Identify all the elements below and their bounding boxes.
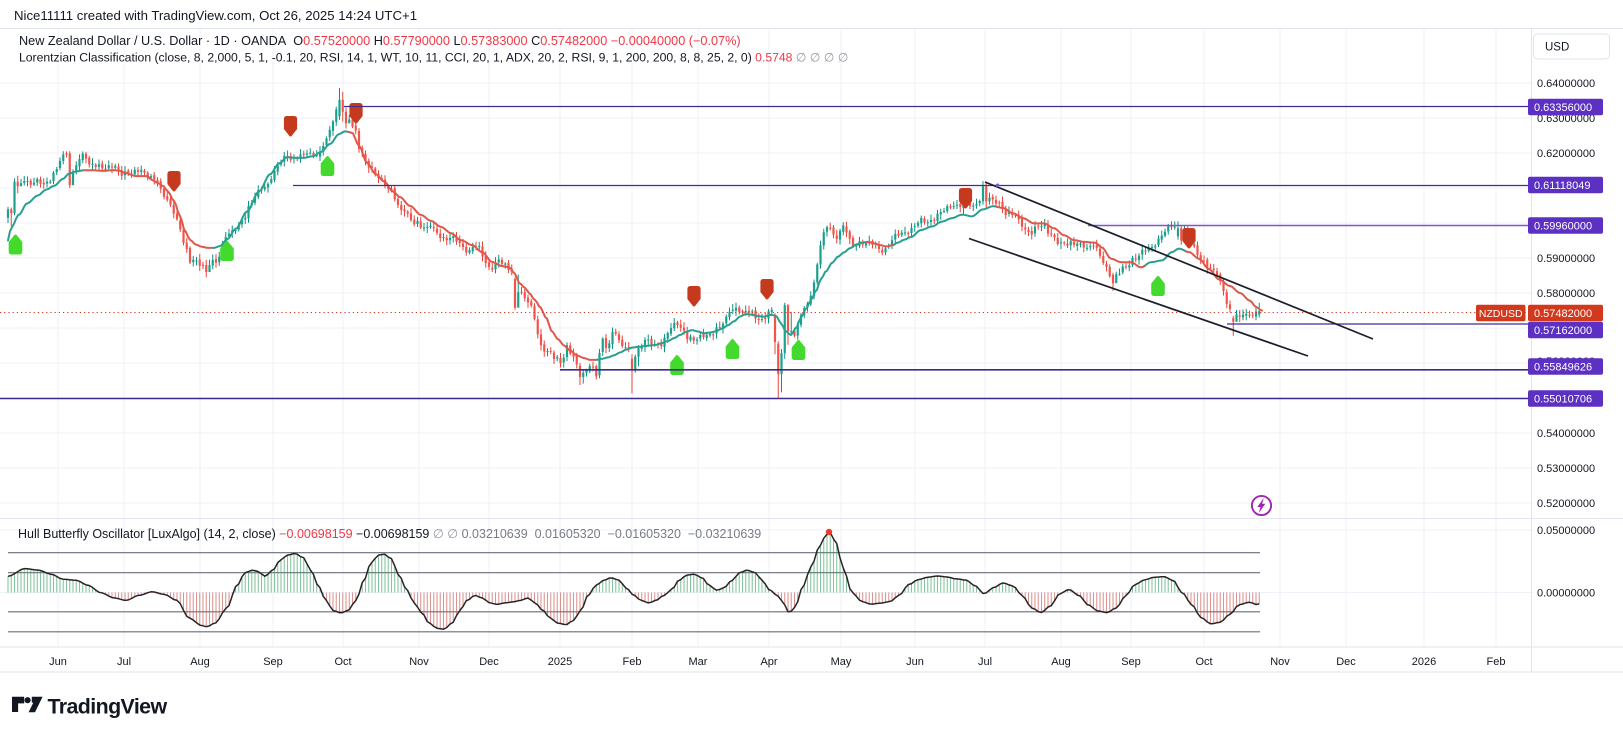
svg-text:2025: 2025	[548, 656, 572, 668]
svg-text:Aug: Aug	[1051, 656, 1071, 668]
svg-text:Jun: Jun	[906, 656, 924, 668]
svg-text:Oct: Oct	[1195, 656, 1212, 668]
svg-text:Dec: Dec	[479, 656, 499, 668]
svg-text:NZDUSD: NZDUSD	[1479, 308, 1523, 320]
svg-text:0.64000000: 0.64000000	[1537, 78, 1595, 90]
svg-text:Oct: Oct	[334, 656, 351, 668]
svg-text:Feb: Feb	[1487, 656, 1506, 668]
svg-text:Dec: Dec	[1336, 656, 1356, 668]
svg-text:Jul: Jul	[978, 656, 992, 668]
svg-text:0.61118049: 0.61118049	[1534, 180, 1590, 192]
svg-text:0.53000000: 0.53000000	[1537, 463, 1595, 475]
svg-text:0.52000000: 0.52000000	[1537, 498, 1595, 510]
svg-text:0.54000000: 0.54000000	[1537, 428, 1595, 440]
svg-text:Mar: Mar	[689, 656, 708, 668]
svg-text:0.59960000: 0.59960000	[1534, 221, 1592, 233]
svg-text:0.57162000: 0.57162000	[1534, 325, 1592, 337]
svg-text:Nice11111 created with Trading: Nice11111 created with TradingView.com, …	[14, 8, 417, 23]
svg-text:0.63000000: 0.63000000	[1537, 113, 1595, 125]
svg-text:New Zealand Dollar / U.S. Doll: New Zealand Dollar / U.S. Dollar · 1D · …	[19, 34, 741, 48]
svg-text:Hull Butterfly Oscillator [Lux: Hull Butterfly Oscillator [LuxAlgo] (14,…	[18, 527, 761, 541]
svg-text:0.00000000: 0.00000000	[1537, 588, 1595, 600]
svg-text:Nov: Nov	[409, 656, 429, 668]
svg-text:0.55849626: 0.55849626	[1534, 362, 1592, 374]
svg-text:Jun: Jun	[49, 656, 67, 668]
svg-text:USD: USD	[1545, 42, 1569, 54]
svg-text:Feb: Feb	[623, 656, 642, 668]
svg-text:Sep: Sep	[263, 656, 283, 668]
svg-text:Aug: Aug	[190, 656, 210, 668]
svg-text:Nov: Nov	[1270, 656, 1290, 668]
svg-text:0.62000000: 0.62000000	[1537, 148, 1595, 160]
svg-text:0.55010706: 0.55010706	[1534, 394, 1592, 406]
svg-text:Lorentzian Classification (clo: Lorentzian Classification (close, 8, 2,0…	[19, 51, 848, 65]
svg-text:TradingView: TradingView	[48, 695, 168, 719]
svg-text:Sep: Sep	[1121, 656, 1141, 668]
svg-text:0.58000000: 0.58000000	[1537, 288, 1595, 300]
svg-text:Jul: Jul	[117, 656, 131, 668]
svg-text:2026: 2026	[1412, 656, 1436, 668]
svg-text:0.57482000: 0.57482000	[1534, 308, 1592, 320]
svg-text:0.59000000: 0.59000000	[1537, 253, 1595, 265]
svg-text:0.05000000: 0.05000000	[1537, 525, 1595, 537]
svg-text:0.63356000: 0.63356000	[1534, 102, 1592, 114]
svg-text:May: May	[831, 656, 852, 668]
svg-text:Apr: Apr	[760, 656, 777, 668]
